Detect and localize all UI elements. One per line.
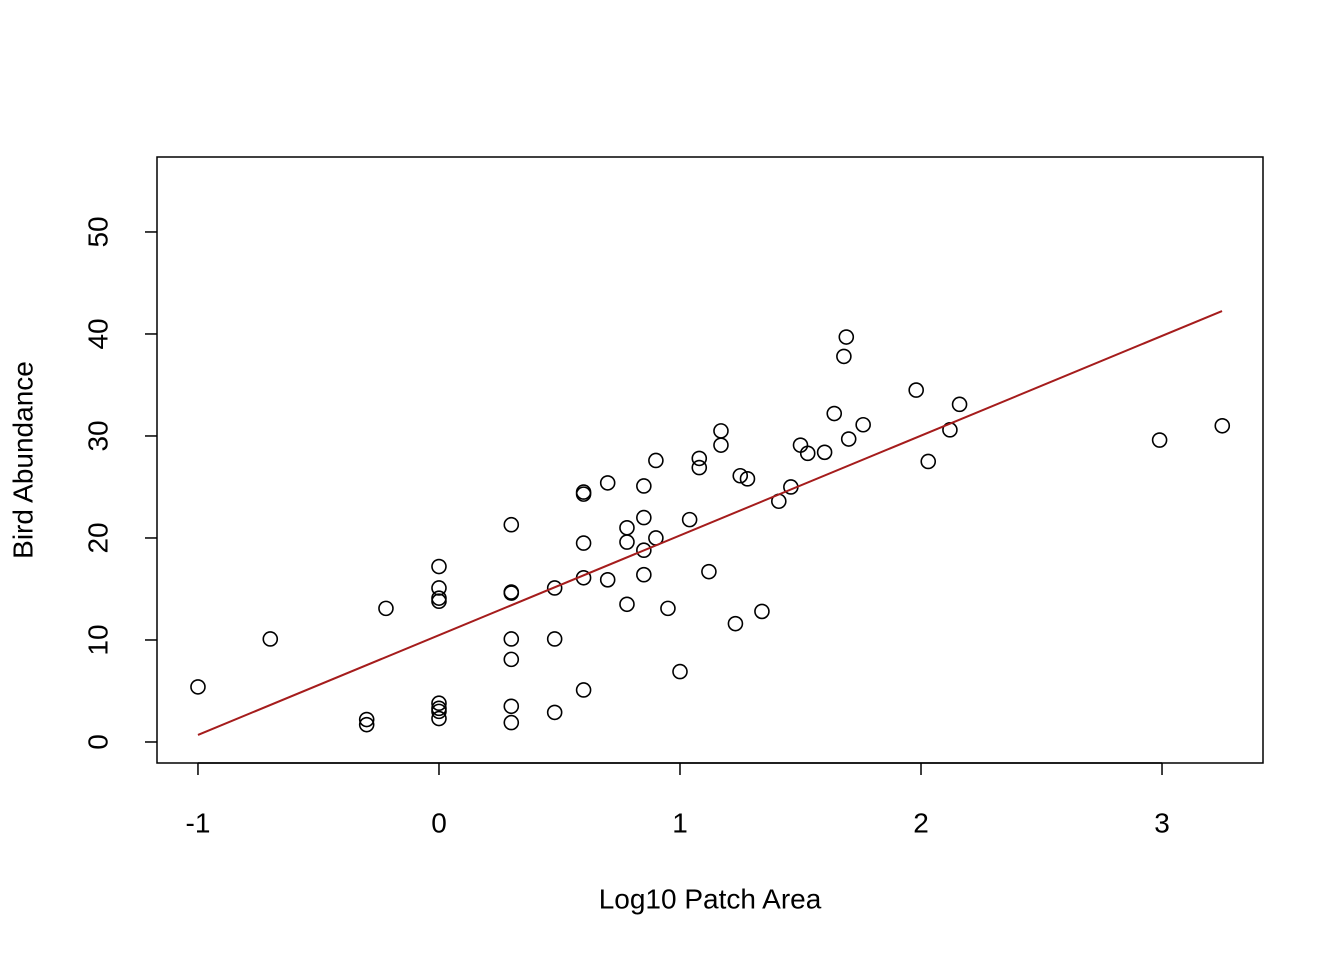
point — [619, 519, 635, 536]
point — [503, 516, 520, 533]
point — [1214, 417, 1231, 434]
y-tick-label: 0 — [82, 734, 113, 750]
point — [431, 593, 447, 610]
point — [575, 682, 592, 698]
y-tick-label: 30 — [82, 420, 113, 451]
point — [732, 467, 749, 484]
y-tick-label: 10 — [82, 624, 113, 655]
point — [599, 475, 616, 491]
y-axis-label: Bird Abundance — [7, 361, 38, 559]
x-tick-label: 1 — [672, 807, 688, 838]
point — [575, 486, 592, 502]
point — [727, 615, 744, 632]
point — [838, 329, 855, 345]
point — [908, 382, 924, 398]
point — [503, 631, 520, 647]
point — [636, 509, 652, 526]
point — [660, 600, 676, 617]
point — [636, 566, 652, 583]
point — [262, 631, 279, 647]
point — [713, 423, 729, 439]
point — [816, 444, 833, 461]
point — [503, 651, 520, 668]
point — [431, 558, 447, 575]
point — [431, 703, 447, 720]
x-tick-label: 2 — [913, 807, 929, 838]
point — [358, 711, 375, 728]
point — [619, 596, 635, 613]
point — [799, 445, 816, 462]
point — [636, 478, 652, 494]
point — [826, 405, 843, 422]
point — [672, 663, 688, 680]
point — [546, 631, 563, 647]
x-axis-label: Log10 Patch Area — [599, 883, 822, 914]
point — [546, 580, 563, 596]
x-tick-label: 3 — [1154, 807, 1170, 838]
point — [378, 600, 394, 617]
y-tick-label: 40 — [82, 318, 113, 349]
x-tick-label: 0 — [431, 807, 447, 838]
point — [681, 511, 698, 528]
point — [431, 710, 447, 727]
point — [503, 714, 520, 731]
point — [619, 534, 635, 550]
plot-frame — [156, 156, 1264, 764]
point — [575, 535, 592, 551]
x-tick-label: -1 — [186, 807, 211, 838]
point — [920, 453, 937, 470]
point — [599, 572, 616, 588]
point — [431, 695, 447, 712]
point — [836, 348, 852, 365]
point — [840, 431, 857, 447]
point — [1151, 432, 1168, 448]
fit-line — [197, 310, 1223, 736]
point — [713, 437, 729, 453]
point — [754, 603, 770, 620]
point — [546, 704, 563, 721]
point — [691, 459, 708, 476]
y-tick-label: 50 — [82, 216, 113, 247]
point — [431, 590, 447, 606]
point — [701, 563, 717, 580]
y-tick-label: 20 — [82, 522, 113, 553]
point — [636, 542, 652, 559]
point — [792, 437, 809, 453]
point — [648, 452, 664, 469]
point — [190, 679, 206, 695]
point — [855, 416, 871, 433]
point — [739, 471, 756, 487]
point — [691, 450, 708, 467]
point — [503, 585, 520, 601]
point — [358, 716, 375, 733]
point — [951, 396, 968, 413]
point — [503, 698, 520, 715]
